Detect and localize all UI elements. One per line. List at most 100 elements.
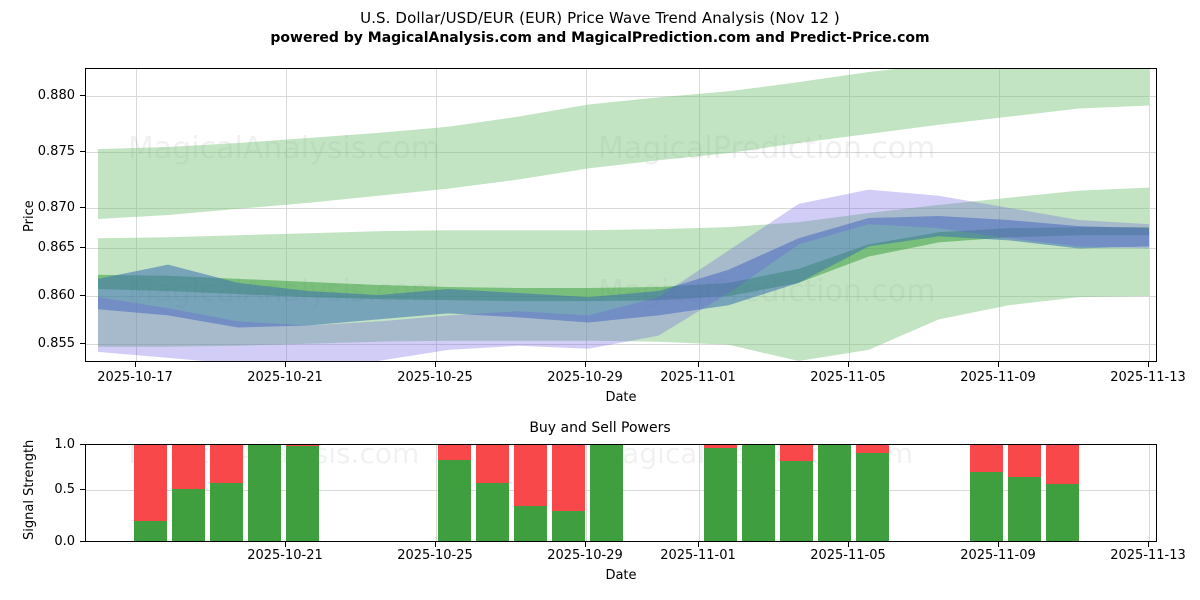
price-wave-bands — [98, 69, 1149, 361]
lower-tickmark-y-2 — [80, 541, 85, 543]
upper-gridline-0.880 — [86, 96, 1156, 97]
upper-tickmark-x-3 — [585, 362, 587, 367]
buy-power-bar[interactable] — [970, 472, 1003, 541]
lower-gridline-2025-10-25 — [436, 445, 437, 541]
lower-xtick-2025-11-01: 2025-11-01 — [660, 548, 736, 563]
upper-tickmark-y-5 — [80, 343, 85, 345]
sell-power-bar[interactable] — [780, 445, 813, 461]
buy-power-bar[interactable] — [742, 445, 775, 541]
sell-power-bar[interactable] — [856, 445, 889, 453]
lower-ytick-0.0: 0.0 — [54, 534, 75, 549]
upper-tickmark-y-2 — [80, 207, 85, 209]
buy-power-bar[interactable] — [248, 445, 281, 541]
lower-plot-area: MagicalAnalysis.com MagicalPrediction.co… — [85, 444, 1157, 542]
upper-tickmark-x-0 — [135, 362, 137, 367]
upper-tickmark-x-1 — [285, 362, 287, 367]
upper-ytick-0.860: 0.860 — [37, 288, 75, 303]
upper-xtick-2025-11-09: 2025-11-09 — [960, 370, 1036, 385]
upper-gridline-0.875 — [86, 152, 1156, 153]
buy-power-bar[interactable] — [134, 521, 167, 541]
lower-tickmark-y-1 — [80, 489, 85, 491]
buy-power-bar[interactable] — [590, 445, 623, 541]
upper-xtick-2025-11-01: 2025-11-01 — [660, 370, 736, 385]
lower-ytick-1.0: 1.0 — [54, 437, 75, 452]
lower-tickmark-x-5 — [998, 542, 1000, 547]
lower-tickmark-x-2 — [585, 542, 587, 547]
upper-gridline-0.865 — [86, 248, 1156, 249]
buy-power-bar[interactable] — [856, 452, 889, 541]
buy-power-bar[interactable] — [780, 460, 813, 541]
lower-xtick-2025-10-21: 2025-10-21 — [247, 548, 323, 563]
upper-tickmark-x-7 — [1148, 362, 1150, 367]
sell-power-bar[interactable] — [552, 445, 585, 511]
sell-power-bar[interactable] — [514, 445, 547, 506]
sell-power-bar[interactable] — [172, 445, 205, 490]
upper-ytick-0.875: 0.875 — [37, 144, 75, 159]
sell-power-bar[interactable] — [970, 445, 1003, 473]
buy-power-bar[interactable] — [818, 445, 851, 541]
buy-power-bar[interactable] — [1008, 477, 1041, 541]
lower-gridline-2025-10-29 — [586, 445, 587, 541]
buy-power-bar[interactable] — [172, 489, 205, 541]
sell-power-bar[interactable] — [1046, 445, 1079, 485]
upper-gridline-2025-11-09 — [999, 69, 1000, 361]
upper-xtick-2025-10-29: 2025-10-29 — [547, 370, 623, 385]
buy-power-bar[interactable] — [476, 483, 509, 541]
sell-power-bar[interactable] — [704, 445, 737, 448]
buy-power-bar[interactable] — [438, 459, 471, 541]
upper-ytick-0.880: 0.880 — [37, 88, 75, 103]
upper-xtick-2025-11-13: 2025-11-13 — [1110, 370, 1186, 385]
lower-tickmark-y-0 — [80, 444, 85, 446]
lower-panel-title: Buy and Sell Powers — [529, 420, 671, 436]
price-wave-panel: Price 0.880 0.875 0.870 0.865 0.860 0.85… — [22, 68, 1186, 405]
upper-x-axis-title: Date — [605, 390, 637, 405]
upper-gridline-2025-11-13 — [1149, 69, 1150, 361]
sell-power-bar[interactable] — [134, 445, 167, 522]
buy-power-bar[interactable] — [210, 483, 243, 541]
upper-tickmark-x-6 — [998, 362, 1000, 367]
lower-xtick-2025-11-05: 2025-11-05 — [810, 548, 886, 563]
upper-tickmark-x-2 — [435, 362, 437, 367]
buy-power-bar[interactable] — [1046, 484, 1079, 541]
bars-layer — [86, 445, 1156, 541]
lower-tickmark-x-6 — [1148, 542, 1150, 547]
lower-gridline-2025-11-01 — [699, 445, 700, 541]
sell-power-bar[interactable] — [1008, 445, 1041, 478]
lower-tickmark-x-3 — [698, 542, 700, 547]
buy-power-bar[interactable] — [552, 510, 585, 541]
lower-xtick-2025-11-13: 2025-11-13 — [1110, 548, 1186, 563]
sell-power-bar[interactable] — [210, 445, 243, 484]
buy-power-bar[interactable] — [514, 505, 547, 541]
wave-band-3 — [98, 216, 1149, 328]
lower-tickmark-x-1 — [435, 542, 437, 547]
lower-xtick-2025-11-09: 2025-11-09 — [960, 548, 1036, 563]
upper-tickmark-y-0 — [80, 95, 85, 97]
lower-tickmark-x-0 — [285, 542, 287, 547]
page-subtitle: powered by MagicalAnalysis.com and Magic… — [270, 30, 930, 46]
upper-gridline-0.855 — [86, 344, 1156, 345]
upper-gridline-2025-10-25 — [436, 69, 437, 361]
upper-gridline-2025-11-01 — [699, 69, 700, 361]
upper-ytick-0.870: 0.870 — [37, 200, 75, 215]
upper-xtick-2025-10-17: 2025-10-17 — [97, 370, 173, 385]
upper-xtick-2025-10-25: 2025-10-25 — [397, 370, 473, 385]
wave-band-2 — [98, 227, 1149, 302]
sell-power-bar[interactable] — [438, 445, 471, 460]
upper-tickmark-y-4 — [80, 295, 85, 297]
upper-tickmark-y-3 — [80, 247, 85, 249]
lower-xtick-2025-10-29: 2025-10-29 — [547, 548, 623, 563]
lower-x-axis-title: Date — [605, 568, 637, 583]
upper-gridline-2025-11-05 — [849, 69, 850, 361]
upper-gridline-2025-10-21 — [286, 69, 287, 361]
lower-xtick-2025-10-25: 2025-10-25 — [397, 548, 473, 563]
wave-band-0 — [98, 69, 1149, 220]
lower-tickmark-x-4 — [848, 542, 850, 547]
sell-power-bar[interactable] — [286, 445, 319, 446]
upper-tickmark-x-4 — [698, 362, 700, 367]
upper-tickmark-x-5 — [848, 362, 850, 367]
buy-power-bar[interactable] — [286, 445, 319, 541]
buy-power-bar[interactable] — [704, 447, 737, 541]
upper-ytick-0.865: 0.865 — [37, 240, 75, 255]
upper-gridline-2025-10-29 — [586, 69, 587, 361]
sell-power-bar[interactable] — [476, 445, 509, 484]
